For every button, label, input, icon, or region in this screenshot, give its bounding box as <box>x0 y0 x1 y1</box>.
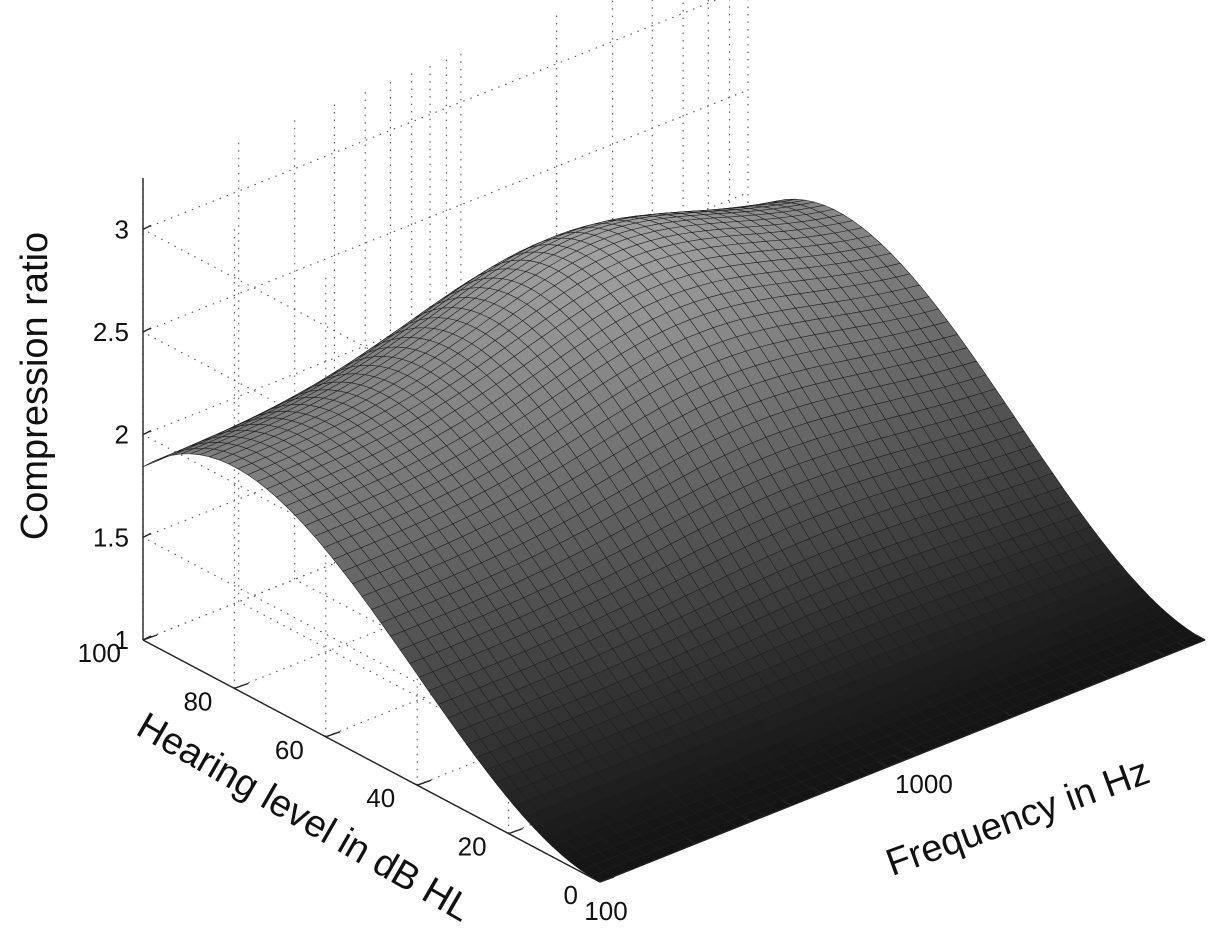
x-tick-mark <box>742 815 753 822</box>
y-axis-title: Hearing level in dB HL <box>130 705 478 929</box>
x-tick-mark <box>1060 688 1070 695</box>
x-tick-mark <box>812 787 823 794</box>
x-tick-mark <box>1130 660 1141 667</box>
z-tick-mark <box>142 532 152 538</box>
x-tick-mark <box>585 873 601 883</box>
axes <box>142 178 1206 883</box>
x-tick-mark <box>877 761 888 768</box>
x-tick-label: 100 <box>584 896 627 926</box>
surface-mesh <box>142 198 1206 883</box>
y-tick-label: 80 <box>183 686 212 716</box>
x-tick-mark <box>894 755 904 762</box>
x-tick-mark <box>782 799 792 807</box>
x-tick-mark <box>859 768 870 776</box>
y-tick-label: 0 <box>564 880 578 910</box>
x-tick-mark <box>686 838 697 845</box>
y-tick-label: 20 <box>458 832 487 862</box>
grid-line <box>142 0 718 230</box>
z-tick-mark <box>142 430 152 436</box>
x-tick-mark <box>1004 710 1014 718</box>
x-tick-mark <box>838 777 848 784</box>
ticks: 1 1.5 2 2.5 3 0 20 40 60 80 100 100 1000 <box>78 214 1206 926</box>
y-tick-mark <box>234 682 249 690</box>
x-tick-mark <box>903 746 919 756</box>
z-tick-mark <box>142 327 152 333</box>
x-tick-mark <box>1195 634 1206 641</box>
z-tick-mark <box>142 224 152 230</box>
y-tick-mark <box>142 634 158 641</box>
x-tick-mark <box>1155 650 1166 657</box>
z-tick-label: 2.5 <box>93 317 129 347</box>
z-tick-label: 3 <box>115 214 129 244</box>
y-tick-mark <box>325 731 341 738</box>
y-axis-line <box>142 639 601 883</box>
y-tick-mark <box>508 827 523 835</box>
x-tick-mark <box>1099 672 1110 679</box>
z-tick-label: 2 <box>115 420 129 450</box>
y-tick-label: 40 <box>366 783 395 813</box>
y-tick-mark <box>416 779 432 786</box>
z-axis-title: Compression ratio <box>14 232 56 540</box>
z-tick-label: 1 <box>115 625 129 655</box>
y-tick-label: 60 <box>275 735 304 765</box>
y-tick-mark <box>599 876 615 883</box>
x-tick-mark <box>1177 641 1187 648</box>
x-axis-line <box>599 639 1206 883</box>
x-tick-label: 1000 <box>895 769 953 799</box>
z-tick-label: 1.5 <box>93 522 129 552</box>
y-tick-label: 100 <box>78 638 121 668</box>
